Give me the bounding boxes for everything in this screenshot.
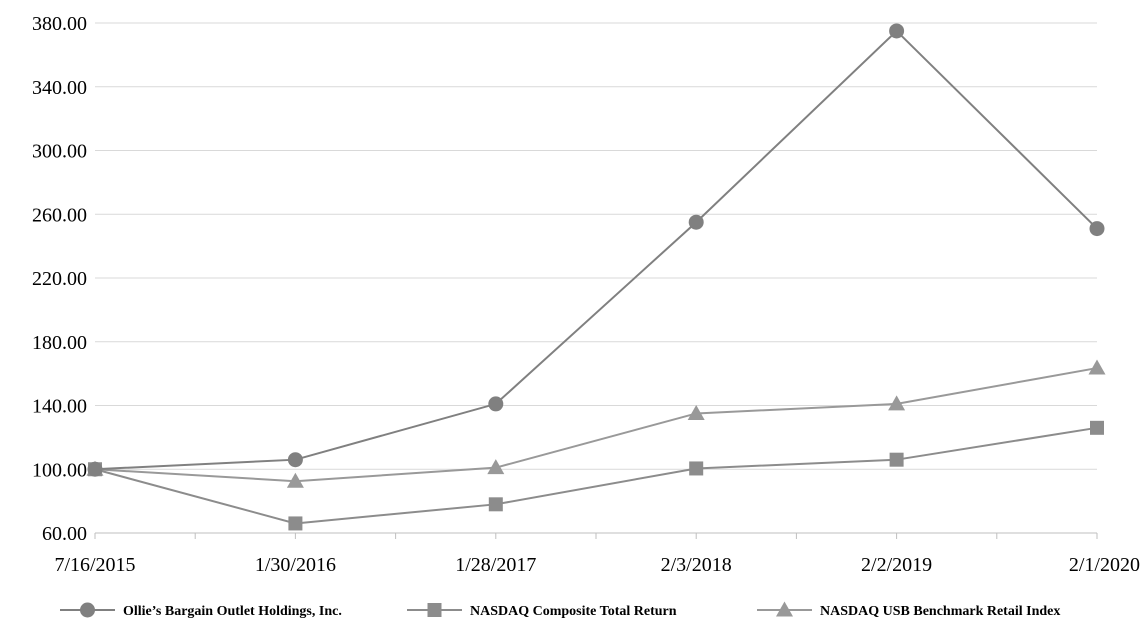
legend-marker [80,602,95,618]
series-line [94,367,1098,483]
data-point [1089,221,1105,237]
data-point [287,452,303,468]
series-line [94,426,1098,525]
data-point [87,461,103,477]
series-3 [86,359,1106,488]
x-tick-label: 7/16/2015 [54,554,135,576]
data-point [1090,420,1104,435]
y-tick-label: 260.00 [32,204,87,226]
legend-item: NASDAQ Composite Total Return [407,603,677,619]
data-point [488,396,504,412]
y-tick-label: 140.00 [32,396,87,418]
x-tick-label: 2/1/2020 [1069,554,1140,576]
x-tick-label: 2/2/2019 [861,554,932,576]
y-tick-label: 60.00 [42,523,87,545]
data-point [687,404,705,420]
legend-label: NASDAQ USB Benchmark Retail Index [820,604,1060,619]
legend-item: Ollie’s Bargain Outlet Holdings, Inc. [60,602,342,619]
x-tick-label: 1/28/2017 [455,554,536,576]
data-point [487,459,505,475]
data-point [286,472,304,488]
legend-marker [776,601,793,617]
data-point [689,461,704,476]
x-tick-label: 2/3/2018 [661,554,732,576]
y-tick-label: 100.00 [32,459,87,481]
data-point [889,23,905,39]
y-tick-label: 340.00 [32,77,87,99]
series-1 [87,23,1105,477]
series-2 [88,420,1104,531]
y-tick-label: 220.00 [32,268,87,290]
data-point [288,516,303,531]
x-tick-label: 1/30/2016 [255,554,336,576]
legend: Ollie’s Bargain Outlet Holdings, Inc. NAS… [60,601,1060,619]
x-axis [94,532,1098,539]
series-lines [86,23,1106,531]
legend-label: NASDAQ Composite Total Return [470,604,677,619]
data-point [688,214,704,230]
data-point [1088,359,1106,375]
y-tick-label: 380.00 [32,13,87,35]
legend-item: NASDAQ USB Benchmark Retail Index [757,601,1060,619]
y-tick-label: 300.00 [32,141,87,163]
legend-marker [427,603,442,617]
y-tick-label: 180.00 [32,332,87,354]
series-line [94,29,1098,471]
data-point [488,497,503,512]
x-tick-labels: 7/16/2015 1/30/2016 1/28/2017 2/3/2018 2/2/2… [54,554,1140,576]
grid-lines [95,22,1097,470]
data-point [889,452,904,467]
legend-label: Ollie’s Bargain Outlet Holdings, Inc. [123,604,342,619]
y-tick-labels: 60.00 100.00 140.00 180.00 220.00 260.00 300.0… [32,13,87,545]
data-point [888,395,906,411]
